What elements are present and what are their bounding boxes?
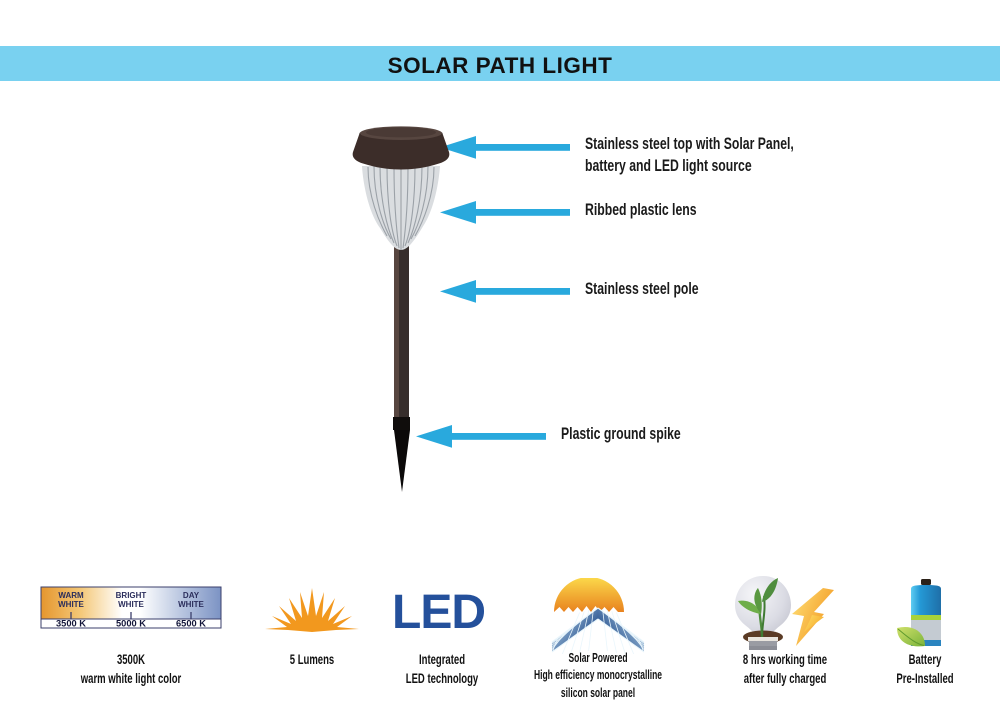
svg-text:BRIGHT: BRIGHT: [116, 591, 147, 600]
svg-text:6500 K: 6500 K: [176, 619, 206, 629]
svg-text:5000 K: 5000 K: [116, 619, 146, 629]
svg-text:WHITE: WHITE: [58, 600, 84, 609]
svg-text:WARM: WARM: [58, 591, 84, 600]
svg-text:DAY: DAY: [183, 591, 200, 600]
svg-text:WHITE: WHITE: [118, 600, 144, 609]
svg-text:3500 K: 3500 K: [56, 619, 86, 629]
svg-text:WHITE: WHITE: [178, 600, 204, 609]
